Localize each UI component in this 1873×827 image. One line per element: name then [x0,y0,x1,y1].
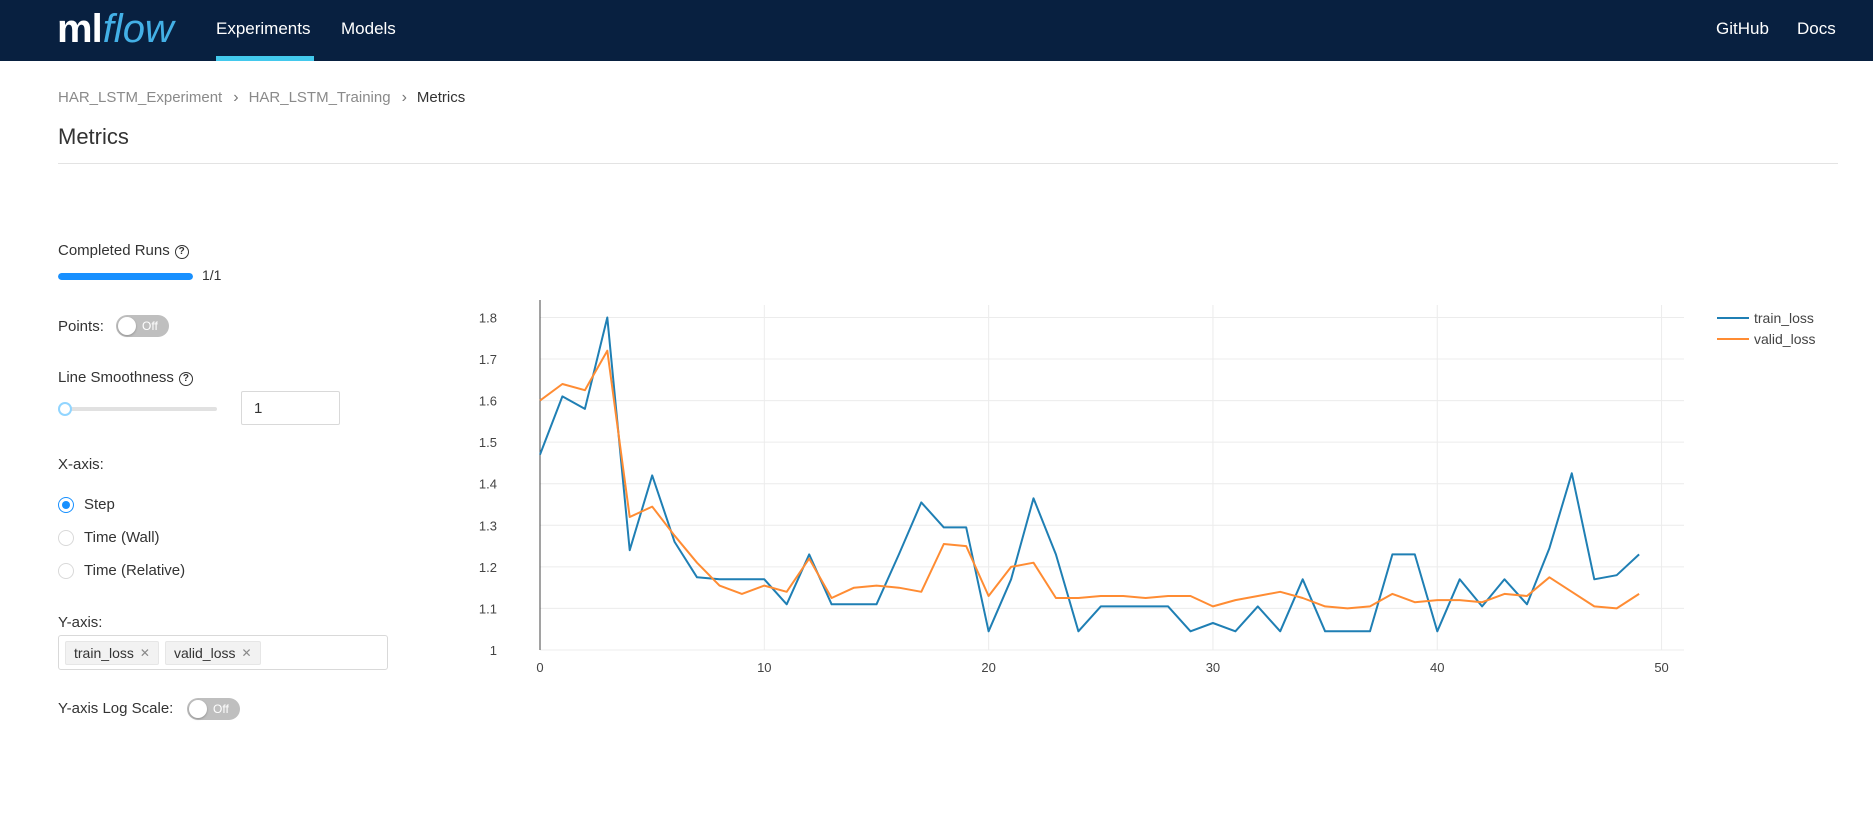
tag-label: valid_loss [174,645,236,661]
yaxis-multiselect[interactable]: train_loss ✕ valid_loss ✕ [58,635,388,670]
legend-label-valid-loss[interactable]: valid_loss [1754,331,1815,347]
radio-checked[interactable] [58,496,74,513]
progress-fill [58,273,193,280]
toggle-knob [118,317,136,335]
xaxis-option-step[interactable]: Step [58,496,115,513]
series-line-train-loss[interactable] [539,316,1640,633]
y-tick-label: 1.8 [479,310,497,325]
x-tick-label: 40 [1430,660,1444,675]
y-tick-label: 1.4 [479,477,497,492]
xaxis-option-time-relative[interactable]: Time (Relative) [58,562,185,579]
close-icon[interactable]: ✕ [241,646,252,660]
completed-runs-label-row: Completed Runs? [58,242,189,259]
smoothness-slider-handle[interactable] [58,402,72,416]
breadcrumb: HAR_LSTM_Experiment › HAR_LSTM_Training … [58,89,465,106]
xaxis-option-label: Time (Wall) [84,529,160,546]
logo-ml-text: ml [57,7,103,51]
breadcrumb-experiment[interactable]: HAR_LSTM_Experiment [58,89,223,106]
completed-runs-label: Completed Runs [58,242,170,259]
points-toggle-text: Off [142,319,158,333]
close-icon[interactable]: ✕ [139,646,150,660]
radio-unchecked[interactable] [58,529,74,546]
breadcrumb-run[interactable]: HAR_LSTM_Training [248,89,391,106]
completed-runs-progress-bar [58,273,193,280]
x-tick-label: 30 [1206,660,1220,675]
yaxis-tag-train-loss: train_loss ✕ [65,641,159,665]
question-circle-icon[interactable]: ? [178,372,193,386]
completed-runs-count: 1/1 [202,267,222,283]
log-scale-label: Y-axis Log Scale: [58,700,174,717]
radio-unchecked[interactable] [58,562,74,579]
log-scale-toggle[interactable]: Off [187,698,240,720]
logo-flow-text: flow [102,7,174,51]
points-label: Points: [58,318,104,335]
x-tick-label: 0 [536,660,543,675]
y-tick-label: 1.3 [479,518,497,533]
xaxis-option-label: Time (Relative) [84,562,186,579]
xaxis-label: X-axis: [58,456,104,473]
top-navbar: ml flow Experiments Models GitHub Docs [0,0,1873,61]
metrics-chart[interactable]: 1 1.1 1.2 1.3 1.4 1.5 1.6 1.7 1.8 0 10 20 30 40 50 trai… [440,295,1860,685]
chevron-right-icon: › [233,88,239,106]
nav-active-indicator [216,56,314,61]
page-title: Metrics [58,124,129,149]
nav-experiments[interactable]: Experiments [216,19,311,38]
y-tick-label: 1.7 [479,352,497,367]
nav-models[interactable]: Models [341,19,396,38]
toggle-knob [189,700,207,718]
smoothness-label-row: Line Smoothness? [58,369,193,386]
x-tick-label: 10 [757,660,771,675]
nav-github[interactable]: GitHub [1716,19,1769,38]
xaxis-option-time-wall[interactable]: Time (Wall) [58,529,160,546]
points-toggle[interactable]: Off [116,315,169,337]
title-divider [58,163,1838,164]
tag-label: train_loss [74,645,134,661]
y-tick-label: 1.6 [479,394,497,409]
y-tick-label: 1.5 [479,435,497,450]
smoothness-slider-track[interactable] [64,407,217,411]
nav-docs[interactable]: Docs [1797,19,1836,38]
smoothness-label: Line Smoothness [58,369,174,386]
mlflow-logo[interactable]: ml flow [57,2,174,54]
log-scale-toggle-text: Off [213,702,229,716]
chevron-right-icon: › [401,88,407,106]
question-circle-icon[interactable]: ? [174,245,189,259]
yaxis-tag-valid-loss: valid_loss ✕ [165,641,261,665]
y-tick-label: 1.2 [479,560,497,575]
yaxis-label: Y-axis: [58,614,103,631]
y-tick-label: 1.1 [479,601,497,616]
x-tick-label: 50 [1654,660,1668,675]
legend-label-train-loss[interactable]: train_loss [1754,310,1814,326]
series-line-valid-loss[interactable] [539,349,1640,610]
y-tick-label: 1 [490,643,497,658]
breadcrumb-current: Metrics [416,89,466,106]
smoothness-input[interactable] [241,391,340,425]
x-tick-label: 20 [981,660,995,675]
xaxis-option-label: Step [84,496,115,513]
